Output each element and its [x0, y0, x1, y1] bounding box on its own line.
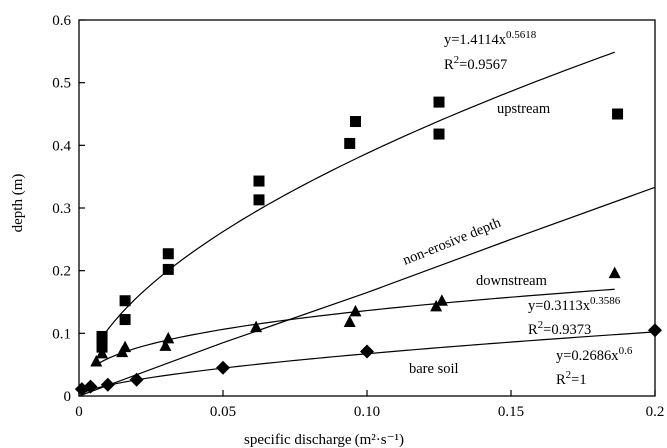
data-markers: [74, 96, 662, 397]
upstream-point: [119, 295, 131, 307]
upstream-point: [253, 194, 265, 206]
bare-soil-point: [83, 379, 98, 394]
y-tick-label: 0: [64, 389, 72, 405]
x-tick-label: 0.2: [646, 404, 665, 420]
upstream-point: [119, 314, 131, 326]
upstream-point: [433, 128, 445, 140]
upstream-equation: y=1.4114x0.5618: [444, 29, 537, 48]
line-non-erosive-depth: [78, 186, 656, 397]
downstream-point: [162, 331, 175, 344]
downstream-equation: y=0.3113x0.3586: [528, 295, 621, 314]
upstream-point: [612, 108, 624, 120]
x-tick-label: 0: [75, 404, 83, 420]
bare-soil-r2: R2=1: [556, 369, 587, 388]
axes: 0 0.1 0.2 0.3 0.4 0.5 0.6 0 0.05 0.10 0.15 0.2: [52, 13, 664, 420]
upstream-point: [433, 96, 445, 108]
downstream-point: [435, 294, 448, 306]
fit-curve-upstream: [101, 51, 615, 338]
upstream-point: [253, 175, 265, 187]
x-tick-label: 0.15: [498, 404, 524, 420]
bare-soil-equation: y=0.2686x0.6: [556, 345, 633, 364]
upstream-point: [162, 263, 174, 275]
y-tick-label: 0.3: [52, 201, 71, 217]
y-tick-label: 0.2: [52, 264, 71, 280]
upstream-label: upstream: [497, 101, 551, 117]
downstream-point: [159, 339, 172, 351]
downstream-point: [96, 346, 109, 359]
downstream-r2: R2=0.9373: [528, 319, 591, 338]
upstream-point: [349, 116, 361, 128]
upstream-r2: R2=0.9567: [444, 54, 507, 73]
bare-soil-point: [129, 372, 144, 387]
downstream-point: [119, 340, 132, 353]
y-tick-label: 0.4: [52, 138, 71, 154]
x-axis-title: specific discharge (m²·s⁻¹): [244, 432, 404, 448]
y-tick-label: 0.6: [52, 13, 71, 29]
downstream-point: [349, 304, 362, 317]
upstream-point: [162, 248, 174, 260]
downstream-point: [343, 315, 356, 328]
bare-soil-point: [100, 377, 115, 392]
y-axis-title: depth (m): [10, 174, 26, 233]
y-tick-label: 0.5: [52, 76, 71, 92]
bare-soil-point: [360, 344, 374, 359]
upstream-point: [96, 334, 108, 346]
bare-soil-point: [216, 360, 230, 375]
downstream-point: [250, 320, 263, 333]
downstream-label: downstream: [476, 273, 548, 289]
upstream-point: [344, 137, 356, 149]
downstream-point: [90, 355, 103, 367]
bare-soil-point: [648, 323, 662, 338]
downstream-point: [608, 266, 621, 279]
x-tick-label: 0.05: [210, 404, 236, 420]
bare-soil-label: bare soil: [409, 361, 459, 377]
y-tick-label: 0.1: [52, 326, 71, 342]
x-tick-label: 0.10: [354, 404, 380, 420]
